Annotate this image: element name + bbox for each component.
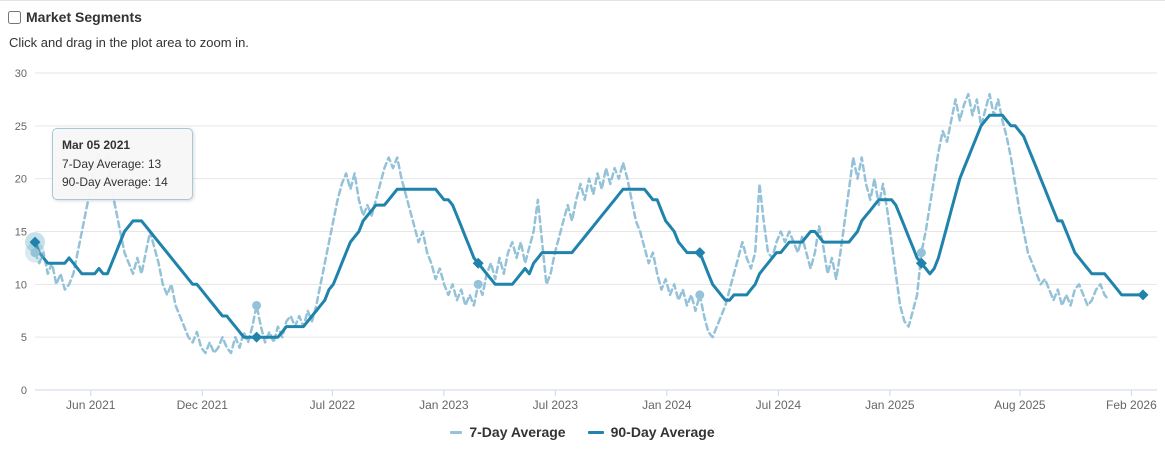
- y-axis-label: 20: [15, 174, 27, 186]
- y-axis-label: 25: [15, 121, 27, 133]
- chart-subtitle: Click and drag in the plot area to zoom …: [9, 35, 249, 50]
- x-axis-label: Jan 2025: [865, 398, 915, 412]
- seven-day-point-marker[interactable]: [695, 290, 705, 300]
- x-axis-label: Feb 2026: [1106, 398, 1157, 412]
- legend-item-7day-average[interactable]: 7-Day Average: [450, 424, 566, 440]
- y-axis-label: 30: [15, 68, 27, 80]
- seven-day-point-marker[interactable]: [252, 300, 262, 310]
- y-axis-label: 5: [21, 332, 27, 344]
- x-axis-label: Jul 2023: [533, 398, 579, 412]
- ninety-day-point-marker[interactable]: [694, 247, 706, 259]
- legend-label-90day: 90-Day Average: [610, 424, 715, 440]
- ninety-day-point-marker[interactable]: [29, 236, 41, 248]
- legend: 7-Day Average 90-Day Average: [0, 424, 1165, 440]
- x-axis-label: Dec 2021: [177, 398, 229, 412]
- y-axis-label: 10: [15, 279, 27, 291]
- x-axis-label: Jan 2023: [419, 398, 469, 412]
- seven-day-point-marker[interactable]: [916, 248, 926, 258]
- ninety-day-line-swatch: [587, 430, 604, 434]
- legend-item-90day-average[interactable]: 90-Day Average: [587, 424, 715, 440]
- y-axis-label: 0: [21, 385, 27, 397]
- x-axis-label: Jul 2024: [756, 398, 802, 412]
- seven-day-line-swatch: [450, 430, 463, 434]
- x-axis-label: Jan 2024: [642, 398, 692, 412]
- legend-label-7day: 7-Day Average: [469, 424, 566, 440]
- tooltip-date: Mar 05 2021: [62, 138, 131, 152]
- ninety-day-point-marker[interactable]: [472, 257, 484, 269]
- ninety-day-line[interactable]: [33, 113, 1145, 339]
- plot-area[interactable]: [35, 63, 1157, 390]
- tooltip-line-90day: 90-Day Average: 14: [62, 174, 168, 189]
- x-axis-label: Aug 2025: [994, 398, 1046, 412]
- chart-header: Market Segments: [8, 9, 142, 25]
- ninety-day-point-marker[interactable]: [1137, 289, 1149, 301]
- x-axis-label: Jul 2022: [310, 398, 356, 412]
- seven-day-line[interactable]: [33, 92, 1111, 355]
- chart-tooltip: Mar 05 2021 7-Day Average: 13 90-Day Ave…: [52, 128, 193, 201]
- chart-title: Market Segments: [26, 9, 142, 25]
- market-segments-checkbox[interactable]: [8, 10, 21, 24]
- ninety-day-point-marker[interactable]: [915, 257, 927, 269]
- x-axis-label: Jun 2021: [66, 398, 116, 412]
- seven-day-point-marker[interactable]: [30, 248, 40, 258]
- y-axis-label: 15: [15, 227, 27, 239]
- tooltip-line-7day: 7-Day Average: 13: [62, 157, 162, 172]
- ninety-day-point-marker[interactable]: [251, 331, 263, 343]
- seven-day-point-marker[interactable]: [473, 279, 483, 289]
